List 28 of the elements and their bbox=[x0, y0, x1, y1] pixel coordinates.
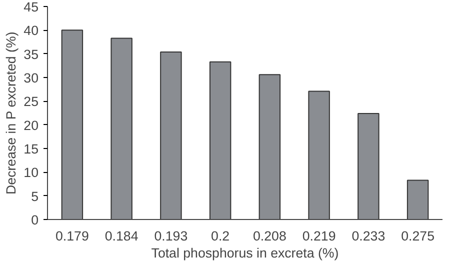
x-axis-title: Total phosphorus in excreta (%) bbox=[151, 246, 339, 260]
x-tick-label: 0.193 bbox=[154, 228, 188, 244]
y-tick-label: 20 bbox=[24, 118, 39, 133]
bar bbox=[406, 180, 429, 220]
y-tick-label: 25 bbox=[24, 94, 39, 110]
y-tick-label: 15 bbox=[24, 142, 39, 156]
y-tick-label: 40 bbox=[24, 23, 39, 38]
bar bbox=[358, 112, 380, 220]
x-tick-label: 0.208 bbox=[253, 228, 286, 244]
x-tick-label: 0.179 bbox=[56, 228, 89, 244]
x-tick-label: 0.275 bbox=[401, 228, 434, 244]
bar bbox=[110, 38, 132, 220]
bar bbox=[209, 61, 232, 220]
x-tick-label: 0.219 bbox=[302, 228, 336, 244]
y-tick-label: 30 bbox=[24, 70, 39, 86]
y-tick-label: 45 bbox=[24, 0, 39, 14]
y-tick-label: 0 bbox=[31, 212, 39, 228]
x-tick-label: 0.233 bbox=[352, 228, 386, 244]
y-tick-label: 10 bbox=[24, 165, 39, 180]
bar bbox=[258, 74, 281, 220]
bar bbox=[160, 51, 182, 220]
bar bbox=[61, 30, 84, 220]
y-tick-label: 5 bbox=[31, 188, 39, 204]
y-tick-label: 35 bbox=[24, 46, 39, 62]
x-tick-label: 0.2 bbox=[211, 228, 230, 244]
x-tick-label: 0.184 bbox=[104, 228, 139, 244]
y-axis-title: Decrease in P excreted (%) bbox=[4, 32, 19, 194]
bar bbox=[308, 90, 330, 220]
